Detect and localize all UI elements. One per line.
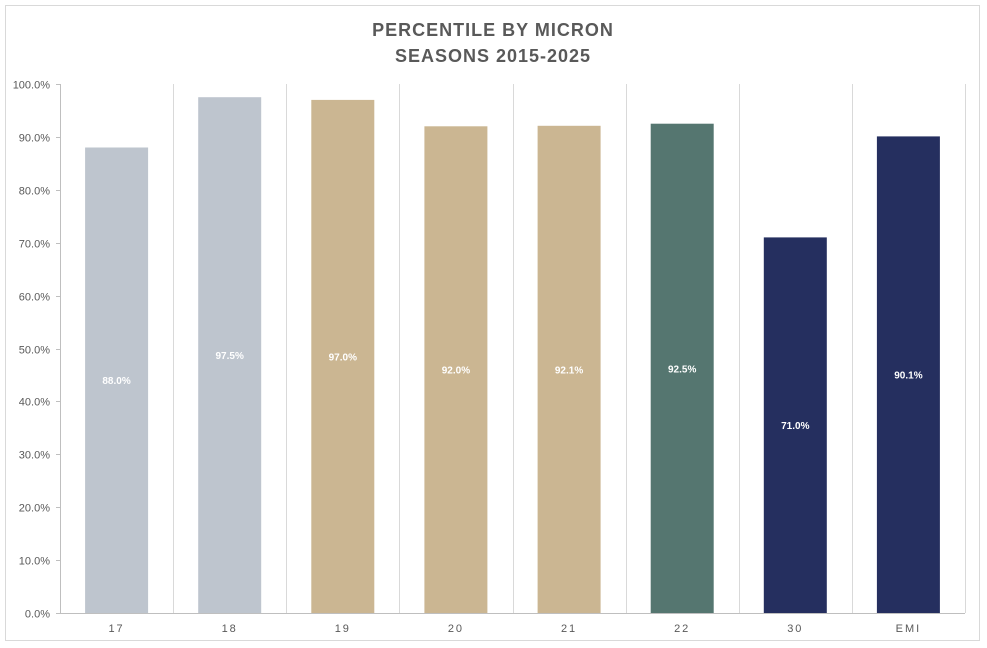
y-tick-label: 0.0% [25, 609, 50, 621]
x-tick-label: EMI [896, 623, 922, 635]
y-tick-label: 20.0% [19, 503, 50, 515]
data-label-17: 88.0% [102, 376, 130, 387]
x-tick-label: 21 [561, 623, 577, 635]
x-tick-label: 22 [674, 623, 690, 635]
bar-19 [311, 99, 375, 613]
y-tick-label: 60.0% [19, 292, 50, 304]
bar-17 [85, 147, 149, 613]
bars [85, 97, 940, 614]
y-tick-label: 30.0% [19, 450, 50, 462]
data-labels: 88.0% 97.5% 97.0% 92.0% 92.1% 92.5% 71.0% 90.1% [102, 351, 922, 432]
bar-20 [424, 126, 488, 614]
x-tick-label: 17 [108, 623, 124, 635]
bar-22 [650, 123, 714, 613]
y-tick-label: 100.0% [13, 80, 51, 92]
y-tick-label: 80.0% [19, 186, 50, 198]
axes: 0.0% 10.0% 20.0% 30.0% 40.0% 50.0% 60.0% 70.0% 8… [13, 80, 965, 635]
x-tick-label: 19 [335, 623, 351, 635]
y-tick-label: 40.0% [19, 397, 50, 409]
y-tick-label: 10.0% [19, 556, 50, 568]
data-label-20: 92.0% [442, 366, 470, 377]
y-tick-label: 50.0% [19, 345, 50, 357]
bar-emi [876, 136, 940, 613]
data-label-emi: 90.1% [894, 371, 922, 382]
data-label-19: 97.0% [329, 352, 357, 363]
y-tick-label: 70.0% [19, 239, 50, 251]
bar-21 [537, 125, 601, 614]
y-tick-label: 90.0% [19, 133, 50, 145]
chart-title: PERCENTILE BY MICRON [372, 20, 614, 40]
data-label-18: 97.5% [216, 351, 244, 362]
chart-subtitle: SEASONS 2015-2025 [395, 46, 591, 66]
category-gridlines [60, 84, 966, 613]
x-tick-label: 30 [787, 623, 803, 635]
data-label-21: 92.1% [555, 365, 583, 376]
bar-18 [198, 97, 262, 613]
x-tick-label: 18 [222, 623, 238, 635]
bar-30 [763, 237, 827, 613]
data-label-30: 71.0% [781, 421, 809, 432]
data-label-22: 92.5% [668, 364, 696, 375]
x-tick-label: 20 [448, 623, 464, 635]
